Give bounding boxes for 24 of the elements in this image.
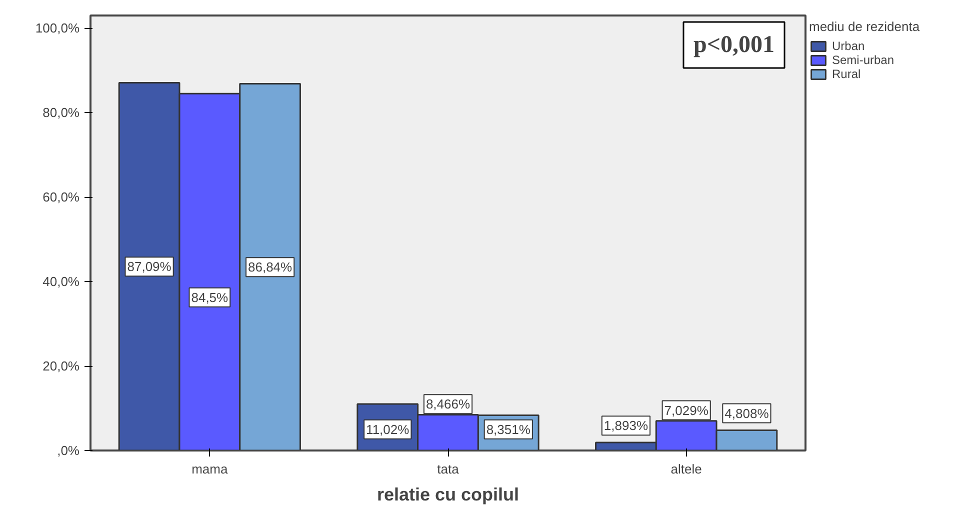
y-tick-label: 40,0%	[42, 274, 80, 290]
legend-label: Rural	[832, 67, 861, 81]
x-tick-label: mama	[192, 462, 228, 476]
x-tick-label: tata	[437, 462, 460, 476]
y-tick-label: 60,0%	[42, 190, 80, 205]
legend-label: Urban	[832, 39, 865, 53]
data-label: 86,84%	[248, 260, 293, 275]
annotation: p<0,001	[693, 32, 775, 58]
y-tick-label: 80,0%	[42, 105, 80, 120]
data-label: 11,02%	[366, 422, 410, 437]
data-label: 87,09%	[127, 259, 172, 274]
data-label: 84,5%	[191, 290, 229, 305]
x-tick-label: altele	[670, 462, 702, 476]
y-tick-label: 20,0%	[42, 358, 80, 374]
legend-label: Semi-urban	[832, 53, 894, 67]
legend-title: mediu de rezidenta	[809, 19, 920, 34]
y-tick-label: 100,0%	[35, 20, 80, 36]
data-label: 8,351%	[486, 422, 531, 437]
data-label: 8,466%	[426, 396, 470, 412]
x-axis-title: relatie cu copilul	[376, 484, 520, 504]
data-label: 4,808%	[724, 406, 770, 421]
data-label: 7,029%	[664, 402, 709, 418]
data-label: 1,893%	[604, 418, 648, 434]
y-tick-label: ,0%	[57, 443, 80, 458]
